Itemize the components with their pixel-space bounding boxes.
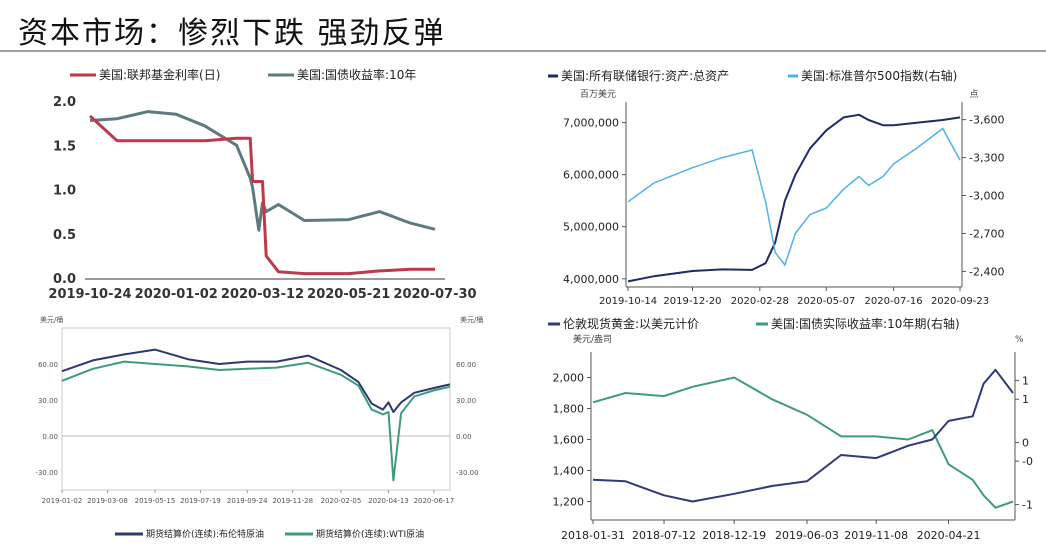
x-tick-label: 2020-03-12 bbox=[221, 287, 304, 302]
y-tick-label-right: -1 bbox=[1022, 499, 1033, 512]
y-tick-label-right: 0.00 bbox=[456, 433, 472, 441]
x-tick-label: 2020-06-17 bbox=[414, 497, 455, 505]
legend-wti: 期货结算价(连续):WTI原油 bbox=[316, 528, 424, 540]
y-tick-label-right: 1 bbox=[1022, 393, 1029, 406]
legend-fed-assets: 美国:所有联储银行:资产:总资产 bbox=[561, 68, 729, 83]
series-line bbox=[592, 376, 1014, 509]
legend-gold: 伦敦现货黄金:以美元计价 bbox=[563, 316, 699, 331]
legend-brent: 期货结算价(连续):布伦特原油 bbox=[146, 528, 264, 540]
x-tick-label: 2020-05-07 bbox=[797, 296, 855, 307]
x-tick-label: 2019-10-24 bbox=[48, 287, 131, 302]
x-tick-label: 2020-01-02 bbox=[135, 287, 218, 302]
x-tick-label: 2019-10-14 bbox=[599, 296, 657, 307]
y-tick-label-right: -0 bbox=[1022, 455, 1033, 468]
y-tick-label-right: -3,000 bbox=[969, 190, 1004, 203]
x-tick-label: 2018-01-31 bbox=[561, 529, 625, 542]
x-tick-label: 2020-07-30 bbox=[393, 287, 476, 302]
x-tick-label: 2019-11-08 bbox=[844, 529, 908, 542]
y-tick-label: 0.5 bbox=[53, 228, 76, 243]
title-divider bbox=[0, 50, 1046, 52]
legend-fed-rate: 美国:联邦基金利率(日) bbox=[99, 67, 220, 82]
y-tick-label-left: 1,800 bbox=[553, 403, 585, 416]
right-unit-label: 美元/桶 bbox=[460, 315, 483, 324]
series-line bbox=[627, 127, 961, 267]
series-line bbox=[89, 110, 436, 232]
y-tick-label-left: 1,200 bbox=[553, 496, 585, 509]
y-tick-label-left: 6,000,000 bbox=[563, 169, 619, 182]
right-unit-label: % bbox=[1015, 335, 1024, 345]
left-unit-label: 百万美元 bbox=[580, 88, 616, 100]
x-tick-label: 2019-01-02 bbox=[42, 497, 83, 505]
x-tick-label: 2019-11-28 bbox=[272, 497, 313, 505]
y-tick-label-left: -30.00 bbox=[35, 469, 58, 477]
right-unit-label: 点 bbox=[969, 89, 978, 100]
y-tick-label-right: 1 bbox=[1022, 375, 1029, 388]
x-tick-label: 2019-09-24 bbox=[227, 497, 268, 505]
y-tick-label: 2.0 bbox=[53, 95, 76, 110]
series-line bbox=[88, 114, 435, 276]
y-tick-label-right: 30.00 bbox=[456, 397, 476, 405]
plot-frame bbox=[61, 327, 451, 491]
y-tick-label-left: 4,000,000 bbox=[563, 273, 619, 286]
y-tick-label-right: 0 bbox=[1022, 437, 1029, 450]
y-tick-label-left: 60.00 bbox=[38, 361, 58, 369]
x-tick-label: 2019-12-20 bbox=[663, 296, 721, 307]
y-tick-label-left: 0.00 bbox=[42, 433, 58, 441]
chart-gold-vs-real-yield: 美元/盎司 % 1,200 1,400 1,600 1,800 2,000 -1 -0 0 1 1 20… bbox=[548, 316, 1033, 542]
y-tick-label-left: 1,600 bbox=[553, 434, 585, 447]
y-tick-label-right: -30.00 bbox=[456, 469, 479, 477]
chart-oil-futures: 美元/桶 美元/桶 -30.00 -30.00 0.00 0.00 30.00 30.00 60… bbox=[35, 315, 483, 540]
x-tick-label: 2019-05-15 bbox=[135, 497, 176, 505]
left-unit-label: 美元/桶 bbox=[40, 315, 63, 324]
legend-real-yield: 美国:国债实际收益率:10年期(右轴) bbox=[771, 316, 960, 331]
y-tick-label-right: 60.00 bbox=[456, 361, 476, 369]
y-tick-label-left: 7,000,000 bbox=[563, 117, 619, 130]
y-tick-label-right: -3,300 bbox=[969, 152, 1004, 165]
y-tick-label-left: 5,000,000 bbox=[563, 221, 619, 234]
x-tick-label: 2019-07-19 bbox=[180, 497, 221, 505]
legend-treasury-10y: 美国:国债收益率:10年 bbox=[297, 67, 416, 82]
x-tick-label: 2019-03-08 bbox=[87, 497, 128, 505]
y-tick-label-left: 2,000 bbox=[553, 372, 585, 385]
series-line bbox=[592, 368, 1014, 503]
y-tick-label-right: -2,400 bbox=[969, 265, 1004, 278]
x-tick-label: 2020-05-21 bbox=[307, 287, 390, 302]
x-tick-label: 2020-02-28 bbox=[731, 296, 789, 307]
y-tick-label-right: -3,600 bbox=[969, 114, 1004, 127]
series-line bbox=[627, 113, 961, 283]
x-tick-label: 2019-06-03 bbox=[775, 529, 839, 542]
x-tick-label: 2020-04-21 bbox=[917, 529, 981, 542]
y-tick-label-left: 1,400 bbox=[553, 465, 585, 478]
x-tick-label: 2020-02-05 bbox=[321, 497, 362, 505]
series-line bbox=[61, 360, 451, 482]
chart-fed-assets-vs-sp500: 百万美元 点 4,000,000 5,000,000 6,000,000 7,000,00… bbox=[548, 68, 1004, 307]
y-tick-label-right: -2,700 bbox=[969, 227, 1004, 240]
y-tick-label-left: 30.00 bbox=[38, 397, 58, 405]
page-title: 资本市场：惨烈下跌 强劲反弹 bbox=[18, 16, 446, 51]
series-line bbox=[61, 348, 451, 413]
x-tick-label: 2020-09-23 bbox=[931, 296, 989, 307]
x-tick-label: 2020-07-16 bbox=[865, 296, 923, 307]
y-tick-label: 1.5 bbox=[53, 139, 76, 154]
legend-sp500: 美国:标准普尔500指数(右轴) bbox=[801, 68, 957, 83]
y-tick-label: 1.0 bbox=[53, 184, 76, 199]
left-unit-label: 美元/盎司 bbox=[573, 333, 612, 345]
x-tick-label: 2020-04-13 bbox=[368, 497, 409, 505]
y-tick-label: 0.0 bbox=[53, 272, 76, 287]
x-tick-label: 2018-07-12 bbox=[632, 529, 696, 542]
x-tick-label: 2018-12-19 bbox=[702, 529, 766, 542]
